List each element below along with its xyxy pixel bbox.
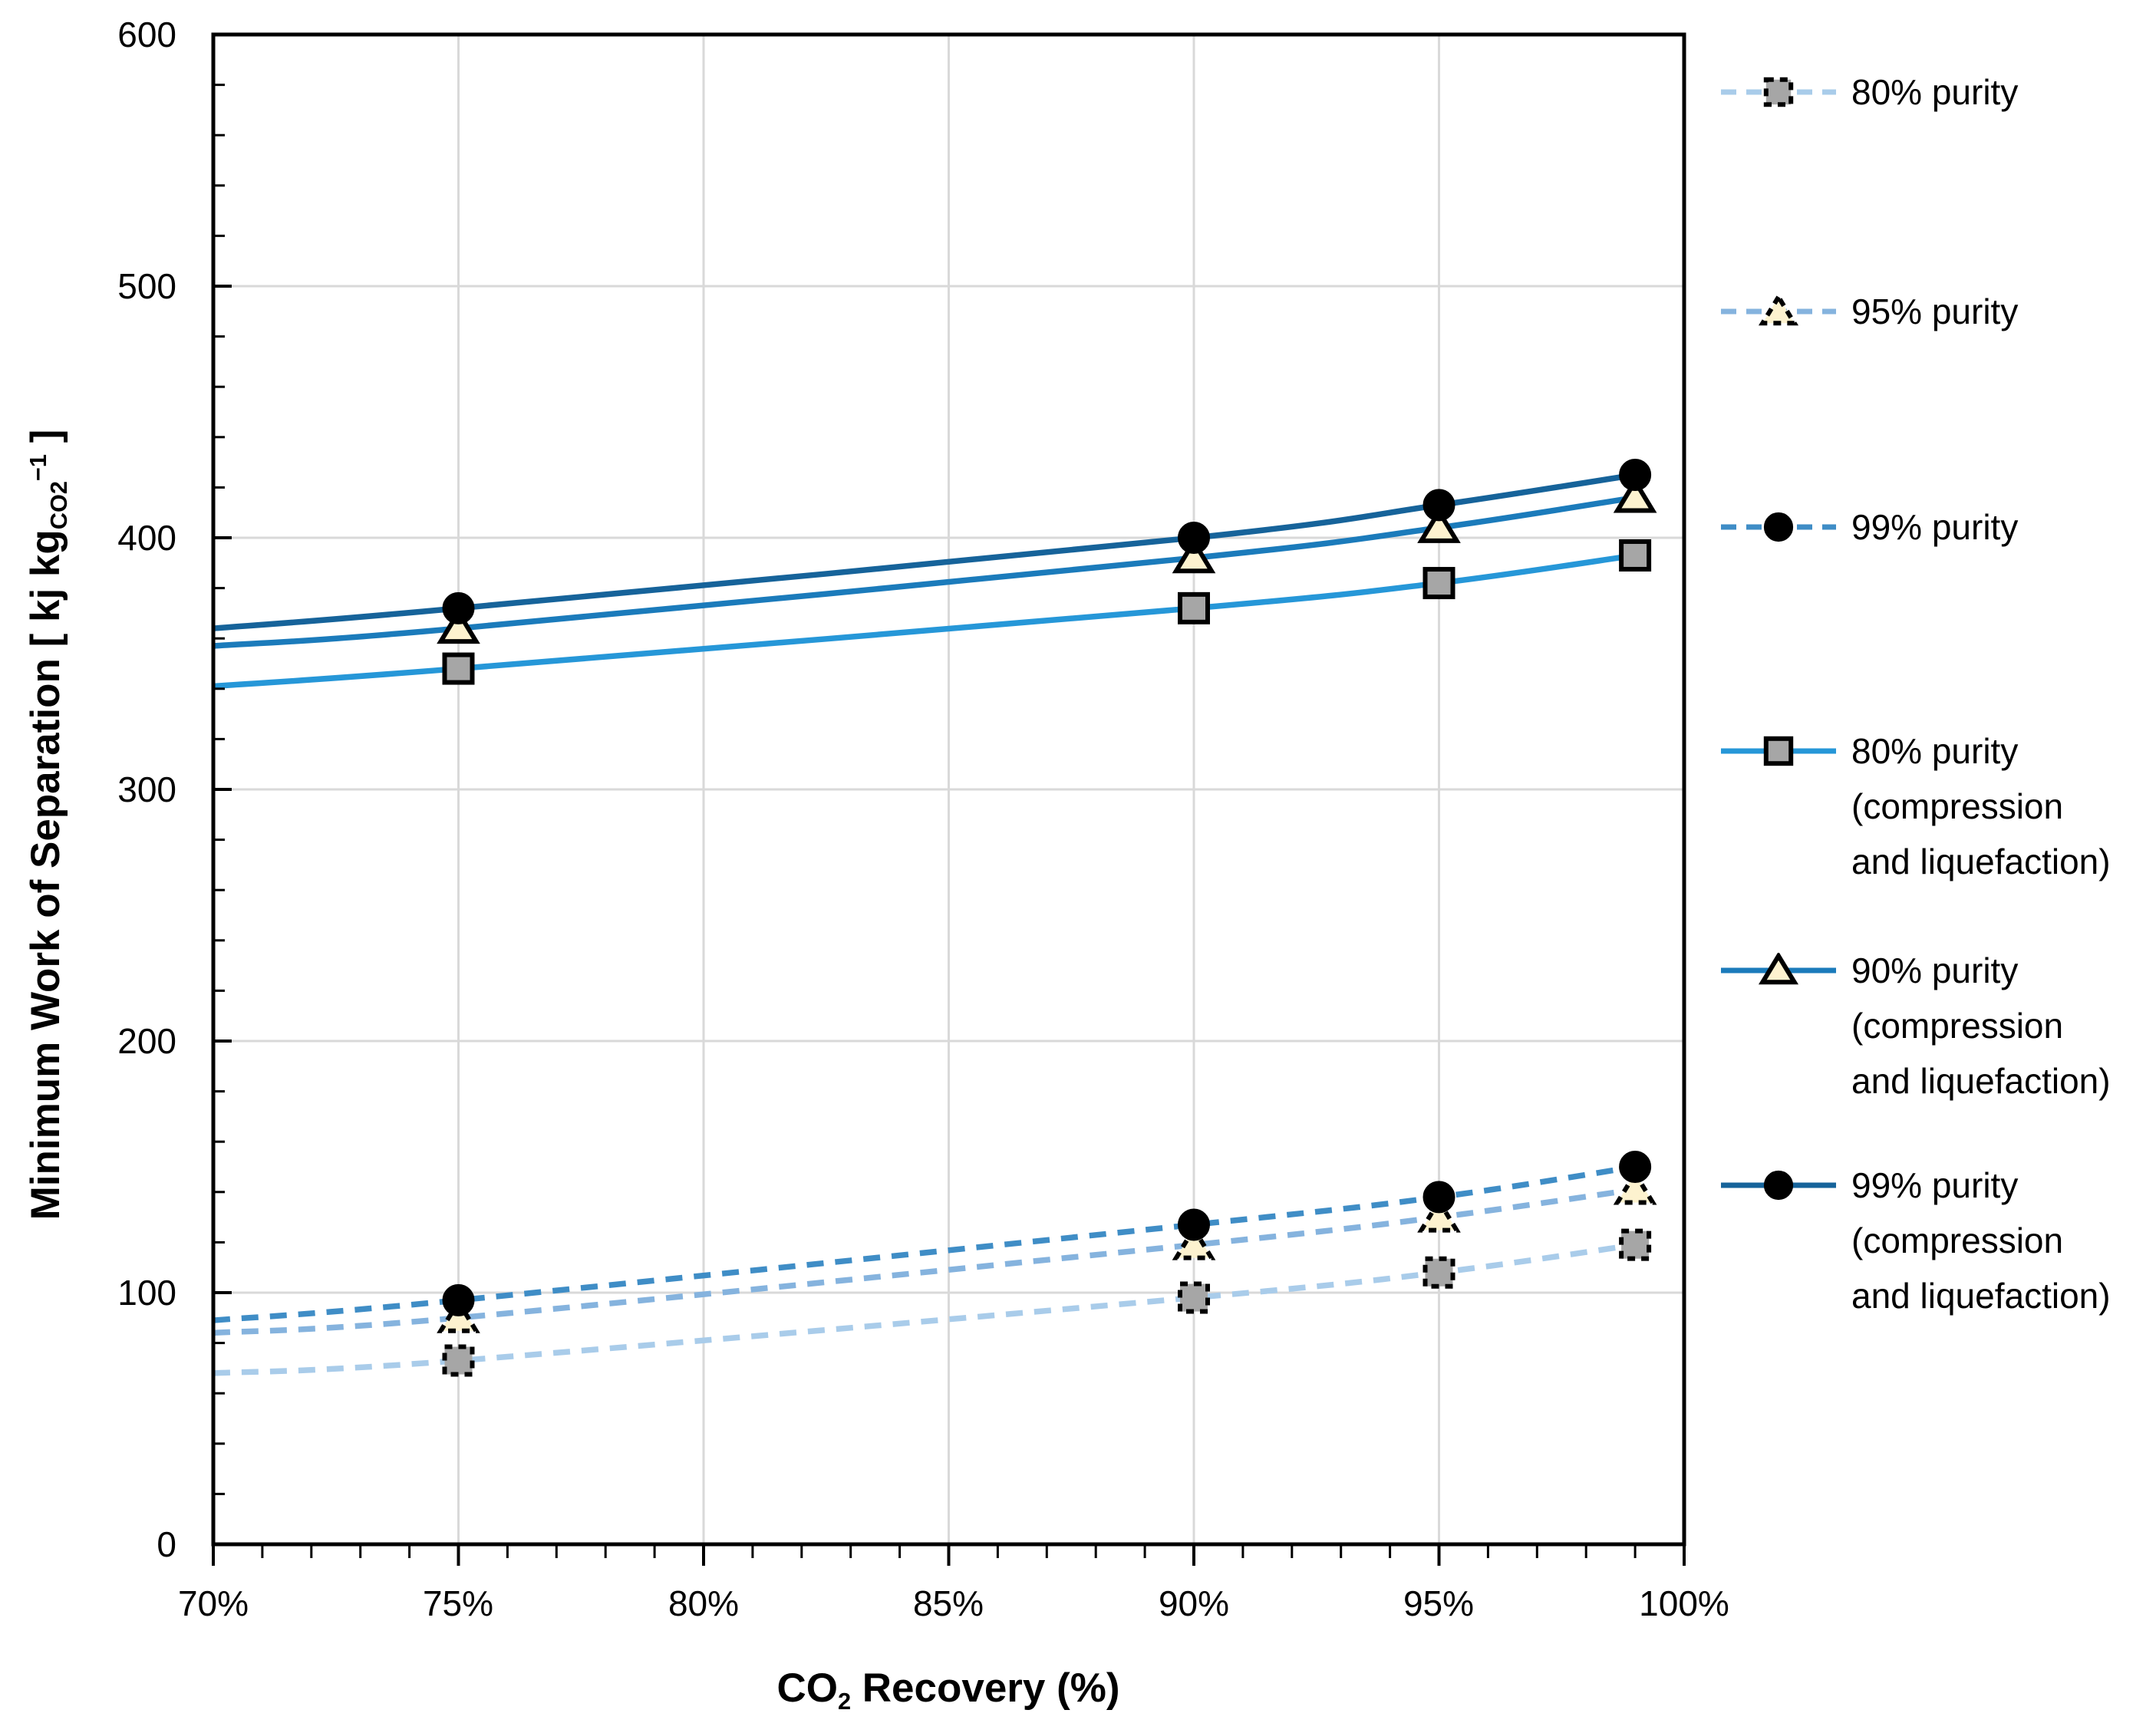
marker-triangle — [1613, 476, 1657, 513]
legend-entry: 99% purity — [1721, 499, 2018, 555]
legend-label-line: (compression — [1851, 1221, 2064, 1260]
y-axis-tick-label: 0 — [157, 1524, 176, 1564]
legend-label: 90% purity (compression and liquefaction) — [1851, 943, 2111, 1109]
marker-square — [1178, 591, 1210, 624]
series-line-3 — [213, 552, 1636, 690]
marker-circle — [442, 591, 475, 624]
series-line-2 — [213, 1164, 1636, 1323]
marker-triangle — [437, 608, 480, 644]
series-line-5 — [213, 472, 1636, 631]
marker-square — [1178, 1281, 1210, 1314]
marker-triangle — [1613, 1168, 1657, 1205]
y-axis-title-subscript: CO2 — [45, 481, 72, 530]
legend-marker-square — [1721, 736, 1836, 766]
legend-label: 80% purity — [1851, 64, 2018, 120]
legend-label-line: 99% purity — [1851, 1165, 2019, 1205]
marker-circle — [1178, 1208, 1210, 1241]
marker-square — [1763, 736, 1794, 766]
marker-square — [1422, 1256, 1455, 1289]
legend-label-line: 90% purity — [1851, 951, 2019, 990]
marker-square — [1619, 1228, 1652, 1261]
x-axis-tick-label: 90% — [1158, 1583, 1230, 1623]
legend-marker-circle — [1721, 1170, 1836, 1201]
marker-square — [1422, 567, 1455, 600]
legend-marker-triangle — [1721, 294, 1836, 326]
y-axis-tick-label: 600 — [117, 15, 176, 54]
marker-triangle — [1172, 1224, 1216, 1260]
marker-circle — [1619, 459, 1652, 491]
legend-label: 80% purity (compression and liquefaction) — [1851, 723, 2111, 889]
legend-marker-triangle — [1721, 953, 1836, 985]
marker-circle — [1763, 1170, 1794, 1201]
y-axis-tick-label: 100 — [117, 1273, 176, 1313]
marker-circle — [1763, 512, 1794, 542]
marker-triangle — [1172, 537, 1216, 574]
marker-triangle — [1758, 294, 1799, 326]
marker-square — [1763, 77, 1794, 107]
y-axis-title-superscript: −1 — [25, 454, 52, 482]
marker-circle — [1178, 522, 1210, 554]
x-axis-title-subscript: 2 — [837, 1687, 852, 1715]
x-axis-tick-label: 80% — [668, 1583, 740, 1623]
series-line-1 — [213, 1186, 1636, 1336]
legend-marker-square — [1721, 77, 1836, 107]
legend-label-line: and liquefaction) — [1851, 1061, 2111, 1101]
marker-circle — [1619, 1151, 1652, 1183]
marker-triangle — [1417, 507, 1461, 543]
y-axis-title: Minimum Work of Separation [ kj kgCO2−1 … — [22, 430, 73, 1221]
legend-entry: 95% purity — [1721, 284, 2018, 339]
y-axis-tick-label: 400 — [117, 518, 176, 558]
legend-entry: 99% purity (compression and liquefaction) — [1721, 1158, 2111, 1323]
y-axis-tick-label: 500 — [117, 266, 176, 306]
marker-square — [442, 652, 475, 685]
legend-entry: 80% purity — [1721, 64, 2018, 120]
legend-label: 99% purity (compression and liquefaction) — [1851, 1158, 2111, 1323]
x-axis-tick-label: 85% — [912, 1583, 984, 1623]
legend-label-line: 99% purity — [1851, 507, 2019, 547]
series-line-0 — [213, 1241, 1636, 1376]
legend-entry: 90% purity (compression and liquefaction) — [1721, 943, 2111, 1109]
x-axis-tick-label: 100% — [1639, 1583, 1729, 1623]
x-axis-tick-label: 75% — [422, 1583, 494, 1623]
legend-label-line: 80% purity — [1851, 72, 2019, 112]
legend-label-line: 80% purity — [1851, 731, 2019, 771]
y-axis-title-text: Minimum Work of Separation [ kj kg — [23, 529, 69, 1221]
legend-label-line: (compression — [1851, 1006, 2064, 1046]
marker-triangle — [1758, 953, 1799, 985]
x-axis-title-end: Recovery (%) — [851, 1665, 1120, 1711]
marker-circle — [1422, 489, 1455, 522]
legend-entry: 80% purity (compression and liquefaction) — [1721, 723, 2111, 889]
legend-label-line: (compression — [1851, 786, 2064, 826]
x-axis-title: CO2 Recovery (%) — [565, 1665, 1332, 1715]
y-axis-title-end: ] — [23, 429, 69, 454]
marker-triangle — [1417, 1196, 1461, 1233]
legend-label: 95% purity — [1851, 284, 2018, 339]
legend-label: 99% purity — [1851, 499, 2018, 555]
marker-square — [1619, 539, 1652, 572]
marker-circle — [442, 1283, 475, 1316]
legend-label-line: 95% purity — [1851, 292, 2019, 331]
x-axis-title-text: CO — [776, 1665, 838, 1711]
legend-label-line: and liquefaction) — [1851, 842, 2111, 881]
legend-label-line: and liquefaction) — [1851, 1276, 2111, 1316]
series-line-4 — [213, 494, 1636, 649]
legend-marker-circle — [1721, 512, 1836, 542]
x-axis-tick-label: 70% — [177, 1583, 249, 1623]
marker-circle — [1422, 1181, 1455, 1214]
x-axis-tick-label: 95% — [1403, 1583, 1475, 1623]
marker-square — [442, 1344, 475, 1377]
y-axis-tick-label: 200 — [117, 1021, 176, 1061]
y-axis-tick-label: 300 — [117, 769, 176, 809]
